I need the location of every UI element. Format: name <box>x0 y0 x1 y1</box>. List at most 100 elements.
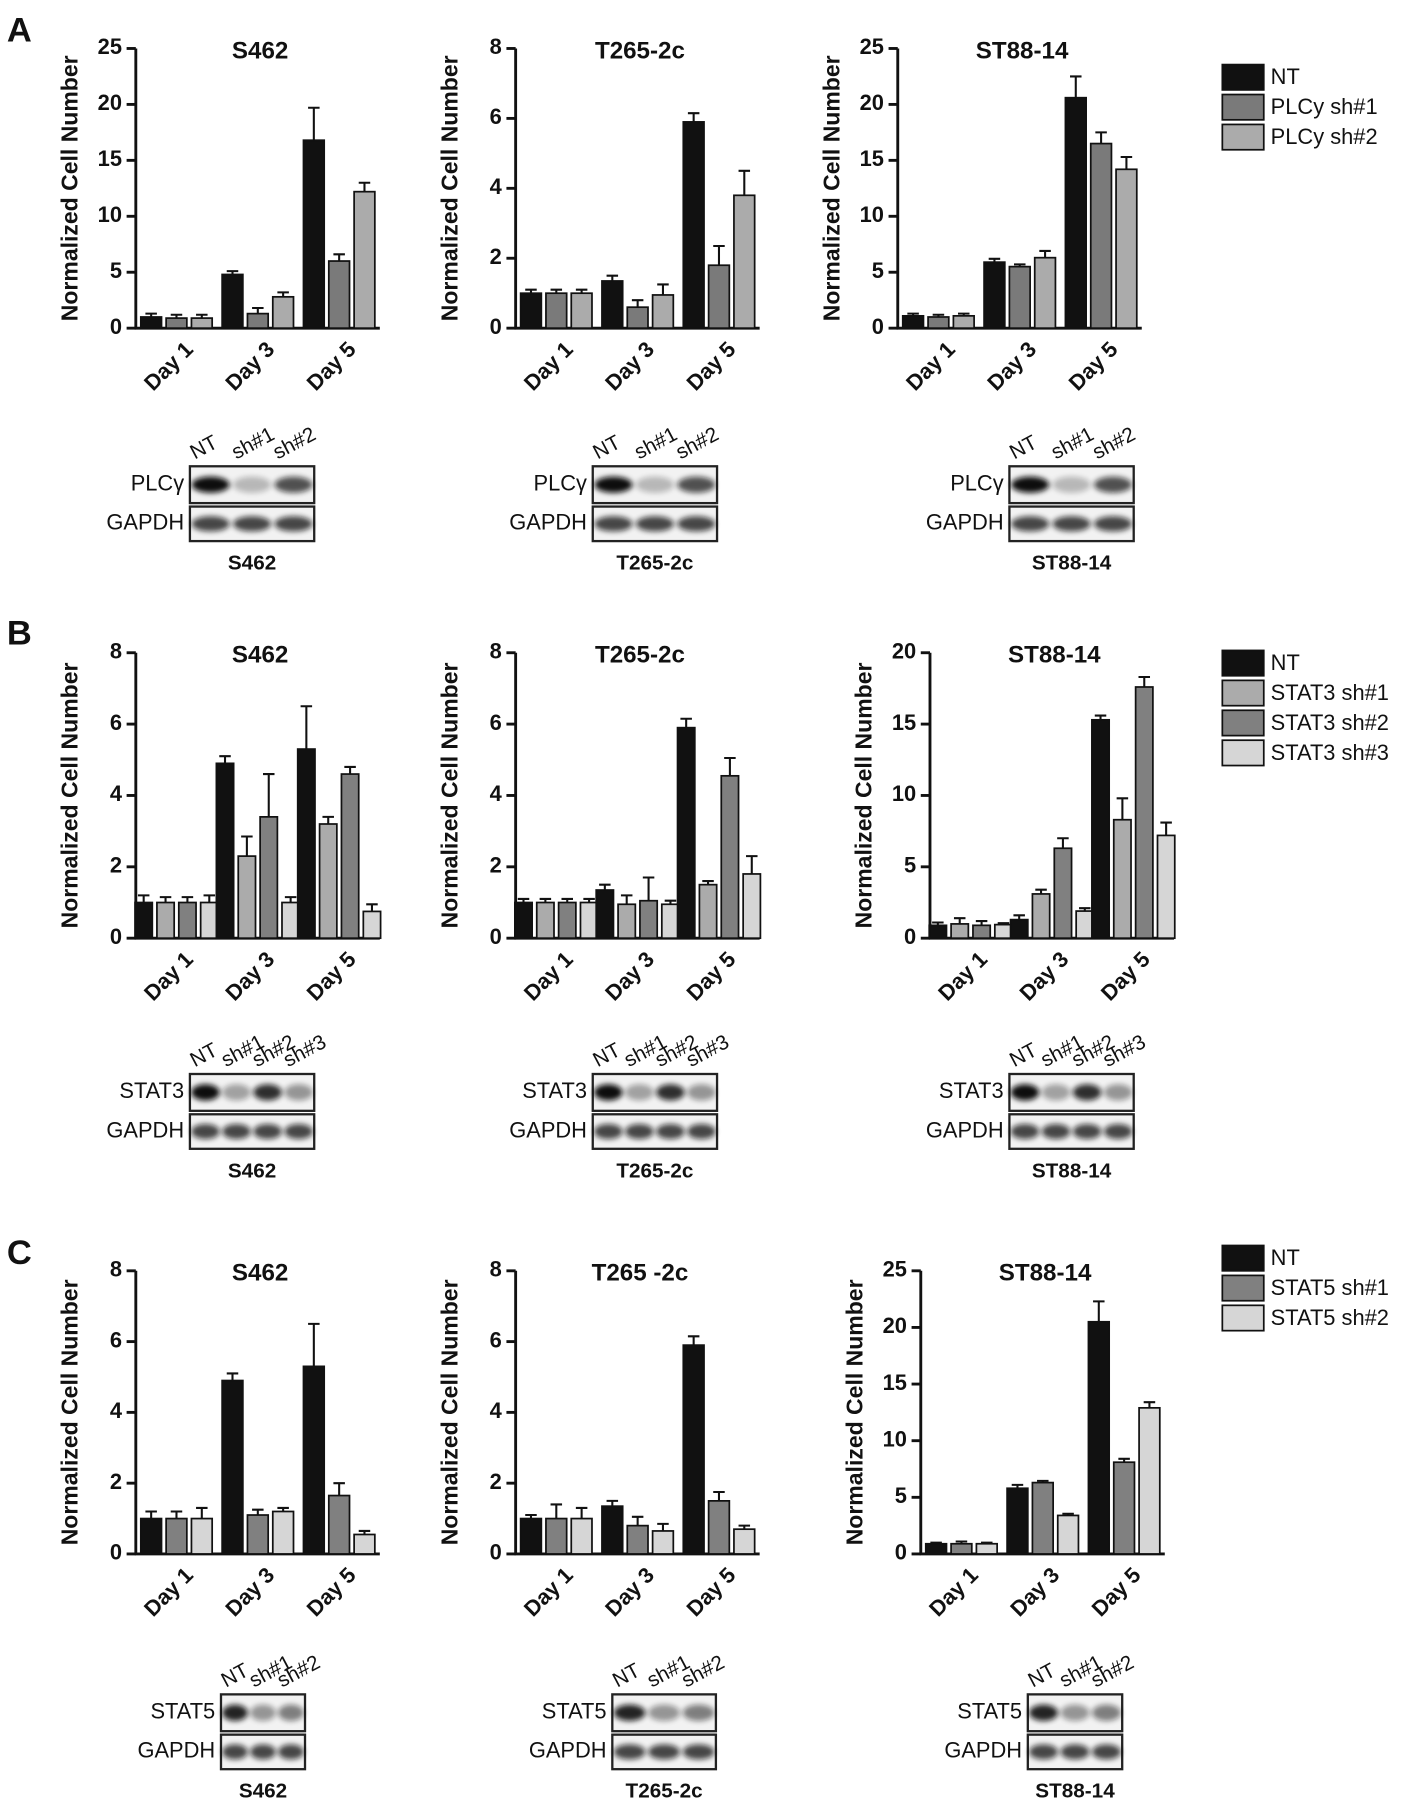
blot-band <box>1091 1704 1121 1721</box>
y-tick-label: 20 <box>883 1313 907 1338</box>
error-bar <box>680 717 692 728</box>
blot-band <box>656 1123 685 1140</box>
legend-swatch <box>1221 123 1265 151</box>
blot-band <box>1041 1123 1071 1140</box>
error-bar <box>219 755 231 764</box>
legend-swatch <box>1221 1304 1265 1332</box>
error-bar <box>550 288 563 294</box>
bar <box>651 1530 675 1555</box>
error-bar <box>145 1510 157 1519</box>
bar <box>362 910 382 940</box>
blot-row-label: STAT3 <box>522 1078 587 1103</box>
blot-row-label: PLCγ <box>131 470 185 495</box>
error-bar <box>358 181 371 192</box>
bar <box>639 899 659 940</box>
y-tick-label: 8 <box>490 34 502 59</box>
bar <box>190 317 214 330</box>
error-bar <box>137 894 150 903</box>
bar <box>993 923 1013 940</box>
y-tick-label: 15 <box>98 146 122 171</box>
lane-label: NT <box>186 1038 221 1071</box>
lane-label: NT <box>609 1659 644 1692</box>
lane-label: sh#2 <box>672 423 722 464</box>
blot-band <box>222 1084 251 1101</box>
error-bar <box>252 306 264 314</box>
blot-row-label: GAPDH <box>926 1117 1004 1142</box>
chart-title: ST88-14 <box>1008 642 1101 669</box>
chart-title: T265 -2c <box>592 1260 689 1287</box>
lane-label: NT <box>589 431 624 464</box>
blot-band <box>1091 1744 1121 1760</box>
bar <box>676 726 696 940</box>
blot-caption: T265-2c <box>626 1780 703 1803</box>
legend-label: NT <box>1271 1245 1300 1270</box>
blot-band <box>191 476 230 493</box>
chart-title: T265-2c <box>595 37 685 64</box>
error-bar <box>631 1515 644 1526</box>
blot-row-label: PLCγ <box>950 470 1004 495</box>
error-bar <box>997 922 1010 925</box>
blot-band <box>1060 1744 1090 1760</box>
x-tick-label: Day 5 <box>302 337 361 396</box>
y-tick-label: 6 <box>110 1327 122 1352</box>
bar <box>237 855 257 940</box>
y-tick-label: 4 <box>490 781 503 806</box>
y-tick-label: 20 <box>892 639 916 664</box>
legend-swatch <box>1221 649 1265 677</box>
bar <box>139 1517 163 1555</box>
y-tick-label: 25 <box>98 34 122 59</box>
bar <box>177 901 197 940</box>
error-bar <box>702 880 714 885</box>
error-bar <box>1118 1457 1130 1463</box>
blot-band <box>1010 1084 1040 1101</box>
bar <box>327 260 351 330</box>
lane-label: NT <box>1024 1659 1059 1692</box>
blot-band <box>613 1704 646 1721</box>
y-tick-label: 10 <box>860 202 884 227</box>
lane-label: NT <box>186 431 221 464</box>
x-tick-label: Day 5 <box>302 1562 361 1621</box>
y-tick-label: 0 <box>110 314 122 339</box>
bar <box>221 273 244 330</box>
y-tick-label: 10 <box>892 781 916 806</box>
error-bar <box>241 835 253 857</box>
blot-band <box>677 476 716 493</box>
x-tick-label: Day 3 <box>220 1562 279 1621</box>
y-axis-label: Normalized Cell Number <box>56 662 82 928</box>
y-tick-label: 0 <box>110 1540 122 1565</box>
blot-row-label: GAPDH <box>509 1117 587 1142</box>
blot-band <box>635 476 674 493</box>
error-bar <box>981 1541 993 1544</box>
panel-letter: C <box>7 1234 32 1272</box>
error-bar <box>575 288 588 294</box>
error-bar <box>583 897 595 903</box>
blot-band <box>233 516 272 532</box>
x-tick-label: Day 3 <box>600 1562 659 1621</box>
blot-row-label: STAT3 <box>939 1078 1004 1103</box>
y-tick-label: 6 <box>490 710 502 735</box>
y-tick-label: 0 <box>904 924 916 949</box>
blot-band <box>1072 1123 1102 1140</box>
bar <box>519 1517 543 1555</box>
error-bar <box>975 920 988 926</box>
x-tick-label: Day 5 <box>1096 947 1155 1006</box>
legend-swatch <box>1221 1244 1265 1272</box>
bar <box>353 190 376 330</box>
error-bar <box>657 1522 669 1531</box>
chart-title: S462 <box>232 37 288 64</box>
x-tick-label: Day 5 <box>302 947 361 1006</box>
lane-label: NT <box>589 1038 624 1071</box>
error-bar <box>957 312 970 316</box>
bar <box>1009 918 1029 940</box>
error-bar <box>539 897 552 903</box>
blot-band <box>635 516 674 532</box>
error-bar <box>1138 675 1151 687</box>
y-axis-label: Normalized Cell Number <box>851 662 877 928</box>
error-bar <box>252 1508 264 1516</box>
bar <box>626 1524 649 1555</box>
legend-label: STAT5 sh#1 <box>1271 1275 1389 1300</box>
bar <box>682 121 705 330</box>
bar <box>570 292 593 330</box>
chart-title: S462 <box>232 1260 288 1287</box>
